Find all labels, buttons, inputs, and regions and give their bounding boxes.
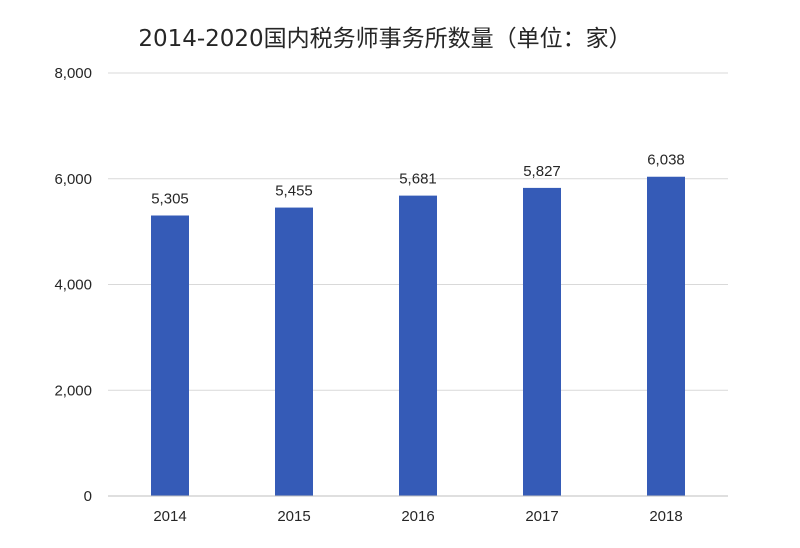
data-label-2014: 5,305 — [151, 190, 189, 207]
data-labels: 5,305 5,455 5,681 5,827 6,038 — [151, 152, 685, 208]
x-axis-tick-labels: 2014 2015 2016 2017 2018 — [153, 508, 682, 525]
bar-2017 — [523, 187, 561, 496]
x-tick-label-2018: 2018 — [649, 508, 682, 525]
chart-title: 2014-2020国内税务师事务所数量（单位：家） — [138, 26, 631, 52]
y-tick-label: 2,000 — [54, 382, 92, 399]
x-tick-label-2015: 2015 — [277, 508, 310, 525]
bar-2014 — [151, 215, 189, 497]
y-tick-label: 0 — [84, 488, 92, 505]
y-axis-tick-labels: 0 2,000 4,000 6,000 8,000 — [54, 65, 92, 505]
bar-2018 — [647, 176, 685, 496]
y-tick-label: 4,000 — [54, 277, 92, 294]
data-label-2018: 6,038 — [647, 152, 685, 169]
bar-2016 — [399, 195, 437, 496]
data-label-2016: 5,681 — [399, 171, 437, 188]
x-tick-label-2017: 2017 — [525, 508, 558, 525]
x-tick-label-2016: 2016 — [401, 508, 434, 525]
data-label-2017: 5,827 — [523, 163, 561, 180]
bars — [151, 176, 685, 497]
x-tick-label-2014: 2014 — [153, 508, 186, 525]
bar-2015 — [275, 207, 313, 496]
y-tick-label: 6,000 — [54, 171, 92, 188]
data-label-2015: 5,455 — [275, 183, 313, 200]
y-tick-label: 8,000 — [54, 65, 92, 82]
